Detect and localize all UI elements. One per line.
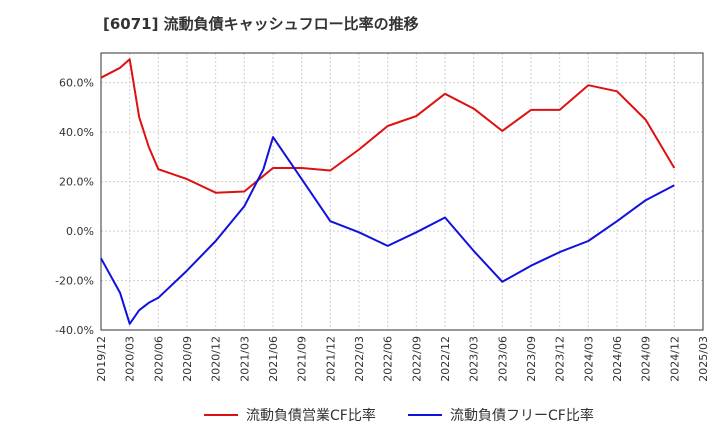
series-line-operating (100, 58, 676, 194)
x-tick-label: 2023/03 (468, 336, 481, 382)
x-tick-label: 2025/03 (697, 336, 710, 382)
x-tick-label: 2021/03 (238, 336, 251, 382)
x-tick-label: 2021/12 (324, 336, 337, 382)
y-tick-label: 40.0% (59, 126, 94, 139)
legend-label-operating: 流動負債営業CF比率 (246, 408, 376, 424)
y-tick-label: 20.0% (59, 176, 94, 189)
x-tick-label: 2020/12 (210, 336, 223, 382)
x-tick-label: 2020/03 (124, 336, 137, 382)
x-tick-label: 2021/09 (296, 336, 309, 382)
y-tick-label: 0.0% (66, 225, 94, 238)
legend: 流動負債営業CF比率 流動負債フリーCF比率 (0, 405, 720, 427)
x-tick-label: 2023/06 (496, 336, 509, 382)
axes (100, 52, 704, 331)
x-tick-label: 2022/09 (410, 336, 423, 382)
x-tick-label: 2024/09 (640, 336, 653, 382)
series-lines (100, 58, 676, 325)
x-tick-label: 2022/03 (353, 336, 366, 382)
x-tick-label: 2020/09 (181, 336, 194, 382)
y-tick-label: 60.0% (59, 77, 94, 90)
chart-title: [6071] 流動負債キャッシュフロー比率の推移 (103, 15, 419, 33)
x-tick-label: 2023/09 (525, 336, 538, 382)
x-tick-label: 2024/06 (611, 336, 624, 382)
x-tick-label: 2020/06 (152, 336, 165, 382)
x-tick-label: 2024/03 (582, 336, 595, 382)
legend-item-operating: 流動負債営業CF比率 (204, 405, 376, 425)
x-tick-label: 2021/06 (267, 336, 280, 382)
x-tick-label: 2022/06 (382, 336, 395, 382)
x-tick-label: 2023/12 (554, 336, 567, 382)
grid-lines (100, 53, 704, 331)
series-line-free (100, 136, 675, 325)
x-tick-label: 2024/12 (668, 336, 681, 382)
plot-frame (100, 52, 704, 331)
x-tick-label: 2022/12 (439, 336, 452, 382)
legend-item-free: 流動負債フリーCF比率 (408, 405, 594, 425)
legend-swatch-free (408, 414, 442, 416)
x-tick-label: 2019/12 (95, 336, 108, 382)
legend-label-free: 流動負債フリーCF比率 (450, 408, 594, 424)
tick-labels: -40.0% -20.0% 0.0% 20.0% 40.0% 60.0% 2019/12 20… (55, 77, 710, 382)
y-tick-label: -20.0% (55, 275, 94, 288)
legend-swatch-operating (204, 414, 238, 416)
y-tick-label: -40.0% (55, 324, 94, 337)
